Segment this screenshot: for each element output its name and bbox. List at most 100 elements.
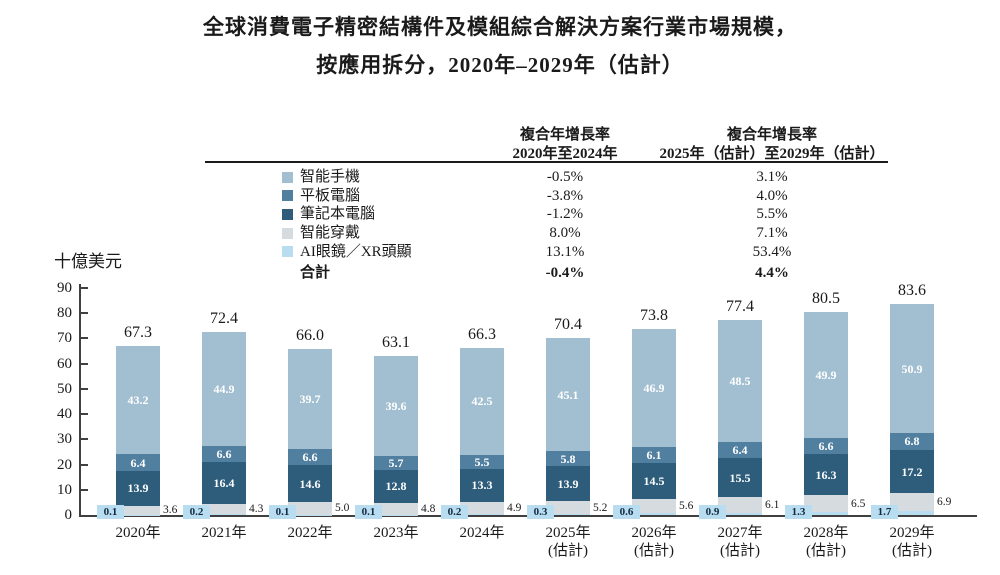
bar-total-label: 66.0 — [296, 326, 324, 344]
bar-segment-smartphones — [374, 356, 418, 456]
bar-segment-side-label-smart-wearables: 4.8 — [421, 502, 436, 515]
bar-segment-side-label-smart-wearables: 5.0 — [335, 502, 350, 515]
bar-segment-callout-ai-glasses-xr: 1.7 — [871, 505, 898, 519]
x-axis-label: 2022年 — [265, 524, 355, 542]
bar-segment-side-label-smart-wearables: 3.6 — [163, 504, 178, 517]
bar-segment-callout-ai-glasses-xr: 0.1 — [355, 505, 382, 519]
bar-segment-laptops — [890, 449, 934, 494]
bar-segment-smartphones — [718, 319, 762, 443]
bar-segment-smartphones — [460, 347, 504, 455]
x-axis-label: 2021年 — [179, 524, 269, 542]
total-cagr-2020-2024: -0.4% — [545, 265, 585, 281]
legend-swatch-laptops — [282, 208, 293, 220]
bar-segment-tablets — [202, 445, 246, 463]
bar-segment-label-smartphones: 46.9 — [643, 381, 665, 396]
figure-title-line2: 按應用拆分，2020年–2029年（估計） — [316, 53, 684, 77]
cagr-2020-2024-ai-glasses-xr: 13.1% — [545, 243, 585, 260]
cagr-header-2025-2029: 複合年增長率 2025年（估計）至2029年（估計） — [648, 126, 896, 164]
cagr-2020-2024-tablets: -3.8% — [546, 187, 584, 204]
x-axis-label-estimate: (估計) — [720, 543, 760, 559]
bar-segment-label-laptops: 16.3 — [815, 467, 837, 482]
legend-row-smartphones: 智能手機 -0.5% 3.1% — [0, 168, 1000, 187]
bar-segment-tablets — [374, 455, 418, 471]
cagr-header-2025-2029-line1: 複合年增長率 — [726, 127, 817, 143]
y-axis-tick-label: 30 — [57, 431, 72, 448]
y-axis-tick-label: 80 — [57, 305, 72, 322]
bar-segment-tablets — [804, 437, 848, 455]
x-axis-label-estimate: (估計) — [806, 543, 846, 559]
y-axis-tick — [81, 438, 88, 441]
x-axis-label-year: 2026年 — [631, 525, 677, 541]
y-axis-tick — [81, 488, 88, 491]
bar-segment-laptops — [718, 458, 762, 498]
bar-segment-ai-glasses-xr — [718, 512, 762, 515]
bar-segment-smart-wearables — [460, 502, 504, 515]
y-axis-tick-label: 90 — [57, 280, 72, 296]
bar-segment-callout-ai-glasses-xr: 0.3 — [527, 505, 554, 519]
bar-segment-tablets — [288, 448, 332, 466]
y-axis-tick-label: 0 — [64, 507, 73, 523]
legend-row-tablets: 平板電腦 -3.8% 4.0% — [0, 187, 1000, 206]
bar-total-label: 70.4 — [554, 315, 582, 333]
legend-row-ai-glasses-xr: AI眼鏡／XR頭顯 13.1% 53.4% — [0, 243, 1000, 262]
legend-label-smart-wearables: 智能穿戴 — [300, 225, 361, 242]
figure-title-line1: 全球消費電子精密結構件及模組綜合解決方案行業市場規模， — [203, 15, 797, 39]
cagr-2020-2024-smart-wearables: 8.0% — [549, 225, 581, 242]
bar-segment-label-laptops: 14.5 — [643, 474, 665, 489]
x-axis-label-estimate: (估計) — [892, 543, 932, 559]
bar-segment-ai-glasses-xr — [202, 514, 246, 515]
cagr-header-2025-2029-line2: 2025年（估計）至2029年（估計） — [659, 146, 885, 162]
bar-segment-smartphones — [288, 348, 332, 449]
y-axis-tick — [81, 413, 88, 416]
cagr-2020-2024-laptops: -1.2% — [546, 206, 584, 223]
bar-segment-side-label-smart-wearables: 6.1 — [765, 499, 780, 512]
bar-segment-label-laptops: 13.9 — [557, 476, 579, 491]
bar-segment-laptops — [460, 468, 504, 503]
bar-segment-laptops — [546, 466, 590, 502]
y-axis-tick-label: 20 — [57, 456, 72, 473]
x-axis-label: 2024年 — [437, 524, 527, 542]
bar-segment-smart-wearables — [804, 495, 848, 512]
y-axis-tick — [81, 312, 88, 315]
bar-segment-label-laptops: 17.2 — [901, 464, 923, 479]
bar-segment-tablets — [890, 432, 934, 450]
x-axis-label-year: 2029年 — [889, 525, 935, 541]
bar-segment-ai-glasses-xr — [546, 514, 590, 515]
bar-segment-label-laptops: 16.4 — [213, 475, 235, 490]
bar-total-label: 83.6 — [898, 282, 926, 300]
legend-label-tablets: 平板電腦 — [300, 187, 361, 204]
bar-segment-ai-glasses-xr — [460, 514, 504, 515]
y-axis-tick-label: 60 — [57, 355, 72, 372]
bar-segment-label-tablets: 6.4 — [130, 455, 146, 470]
x-axis-label-year: 2024年 — [459, 525, 505, 541]
bar-total-label: 72.4 — [210, 310, 238, 328]
cagr-header-2020-2024-line2: 2020年至2024年 — [512, 146, 618, 162]
bar-segment-callout-ai-glasses-xr: 0.6 — [613, 505, 640, 519]
bar-segment-callout-ai-glasses-xr: 0.1 — [97, 505, 124, 519]
bar-segment-label-smartphones: 42.5 — [471, 394, 493, 409]
bar-segment-smartphones — [890, 304, 934, 433]
bar-segment-callout-ai-glasses-xr: 0.2 — [183, 505, 210, 519]
total-row-label: 合計 — [300, 265, 331, 281]
bar-segment-tablets — [632, 447, 676, 463]
bar-segment-smart-wearables — [546, 501, 590, 515]
legend-swatch-tablets — [282, 190, 293, 202]
bar-segment-smartphones — [202, 332, 246, 446]
cagr-2025-2029-tablets: 4.0% — [756, 187, 788, 204]
cagr-2025-2029-laptops: 5.5% — [756, 206, 788, 223]
bar-segment-label-tablets: 6.1 — [646, 448, 662, 463]
x-axis-label: 2028年 (估計) — [781, 524, 871, 560]
bar-segment-laptops — [804, 454, 848, 496]
bar-segment-smart-wearables — [718, 497, 762, 513]
bar-segment-tablets — [546, 451, 590, 467]
y-axis-tick-label: 70 — [57, 330, 72, 347]
x-axis-label: 2023年 — [351, 524, 441, 542]
bar-segment-callout-ai-glasses-xr: 0.9 — [699, 505, 726, 519]
bar-segment-laptops — [288, 465, 332, 503]
legend-row-smart-wearables: 智能穿戴 8.0% 7.1% — [0, 224, 1000, 243]
x-axis-label-year: 2022年 — [287, 525, 333, 541]
bar-segment-side-label-smart-wearables: 4.9 — [507, 502, 522, 515]
x-axis-label-estimate: (估計) — [548, 543, 588, 559]
bar-segment-laptops — [374, 470, 418, 503]
